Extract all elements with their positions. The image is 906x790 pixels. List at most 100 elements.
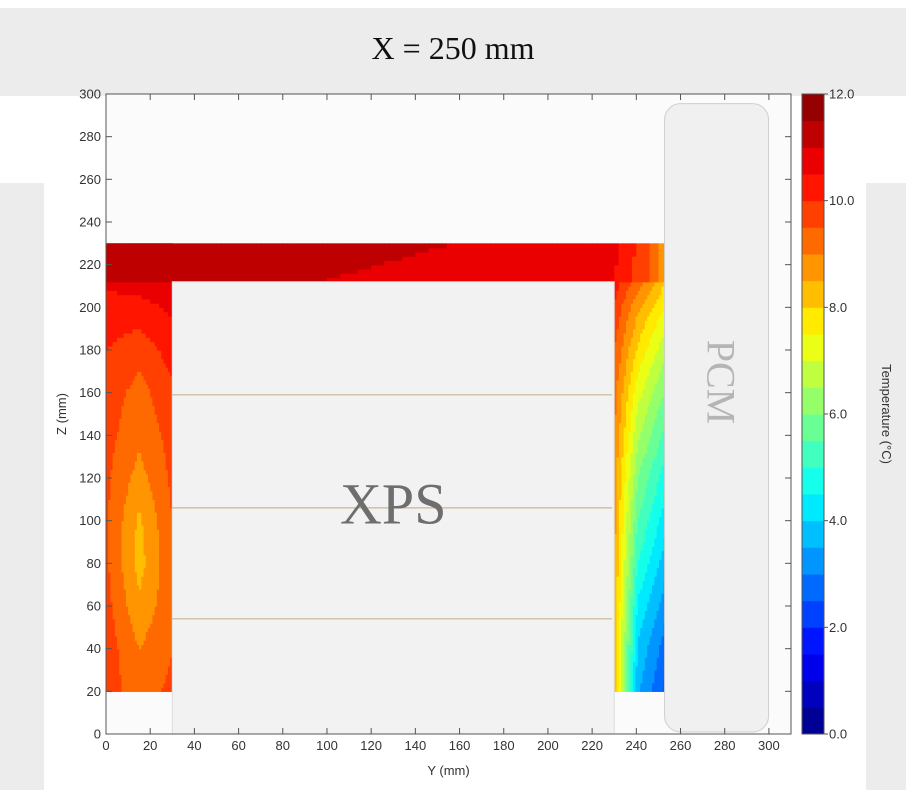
field-cell — [114, 350, 118, 355]
field-cell — [143, 567, 147, 573]
field-cell — [640, 537, 644, 543]
field-cell — [141, 465, 145, 471]
field-cell — [644, 597, 648, 603]
field-cell — [121, 315, 125, 321]
field-cell — [167, 495, 171, 500]
field-cell — [623, 482, 627, 488]
field-cell — [614, 682, 618, 688]
field-cell — [642, 623, 646, 628]
field-cell — [637, 482, 641, 488]
field-cell — [139, 294, 142, 300]
field-cell — [145, 537, 149, 543]
field-cell — [661, 687, 665, 692]
field-cell — [640, 657, 644, 663]
field-cell — [123, 490, 127, 496]
field-cell — [654, 486, 658, 492]
field-cell — [656, 610, 660, 616]
field-cell — [134, 529, 138, 535]
field-cell — [147, 640, 151, 645]
field-cell — [161, 631, 165, 637]
field-cell — [125, 307, 129, 313]
field-cell — [165, 452, 169, 458]
field-cell — [621, 550, 625, 556]
field-cell — [626, 439, 629, 445]
field-cell — [637, 495, 641, 500]
field-cell — [150, 473, 154, 479]
field-cell — [630, 614, 634, 620]
field-cell — [642, 542, 646, 547]
field-cell — [125, 290, 129, 296]
field-cell — [621, 665, 625, 671]
field-cell — [152, 392, 156, 398]
field-cell — [616, 546, 620, 552]
field-cell — [121, 627, 125, 633]
field-cell — [156, 379, 160, 385]
field-cell — [132, 435, 136, 441]
field-cell — [147, 550, 151, 556]
field-cell — [167, 371, 171, 377]
field-cell — [117, 584, 120, 590]
field-cell — [143, 435, 147, 441]
field-cell — [110, 507, 114, 513]
field-cell — [108, 576, 112, 581]
field-cell — [614, 520, 618, 526]
field-cell — [114, 571, 118, 577]
field-cell — [130, 563, 134, 569]
field-cell — [159, 490, 162, 496]
field-cell — [165, 571, 169, 577]
field-cell — [640, 665, 644, 671]
field-cell — [114, 473, 118, 479]
field-cell — [119, 678, 123, 684]
field-cell — [114, 443, 118, 449]
field-cell — [159, 495, 162, 500]
field-cell — [110, 298, 114, 304]
field-cell — [114, 354, 118, 360]
field-cell — [145, 678, 149, 684]
field-cell — [152, 529, 156, 535]
field-cell — [661, 640, 665, 645]
field-cell — [106, 550, 109, 556]
field-cell — [616, 512, 620, 517]
field-cell — [130, 610, 134, 616]
field-cell — [156, 652, 160, 658]
field-cell — [637, 687, 641, 692]
field-cell — [621, 524, 625, 530]
field-cell — [136, 524, 140, 530]
field-cell — [145, 516, 149, 522]
field-cell — [143, 559, 147, 564]
field-cell — [119, 661, 123, 667]
field-cell — [145, 375, 149, 381]
field-cell — [125, 315, 129, 321]
field-cell — [134, 537, 138, 543]
field-cell — [614, 571, 618, 577]
field-cell — [114, 665, 118, 671]
field-cell — [159, 443, 162, 449]
field-cell — [642, 674, 646, 680]
field-cell — [659, 456, 662, 462]
field-cell — [161, 657, 165, 663]
field-cell — [117, 529, 120, 535]
field-cell — [635, 635, 639, 641]
field-cell — [621, 571, 625, 577]
field-cell — [154, 533, 158, 539]
field-cell — [159, 601, 162, 607]
field-cell — [121, 588, 125, 594]
field-cell — [163, 281, 167, 287]
field-cell — [114, 281, 118, 287]
field-cell — [147, 456, 151, 462]
field-cell — [614, 554, 618, 560]
field-cell — [119, 362, 123, 368]
field-cell — [614, 610, 618, 616]
field-cell — [161, 418, 165, 424]
field-cell — [114, 635, 118, 641]
field-cell — [152, 473, 156, 479]
field-cell — [656, 601, 660, 607]
field-cell — [112, 567, 116, 573]
field-cell — [167, 635, 171, 641]
field-cell — [659, 507, 662, 513]
field-cell — [130, 580, 134, 586]
field-cell — [139, 618, 142, 624]
field-cell — [626, 482, 629, 488]
field-cell — [106, 409, 109, 415]
field-cell — [618, 635, 622, 641]
